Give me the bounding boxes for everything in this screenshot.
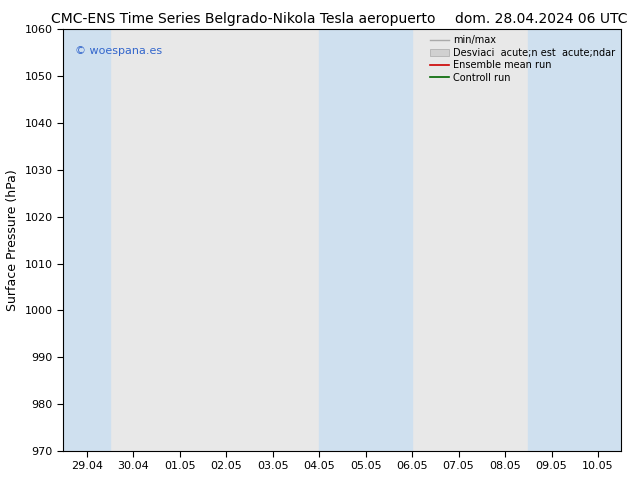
Text: dom. 28.04.2024 06 UTC: dom. 28.04.2024 06 UTC (455, 12, 628, 26)
Bar (63, 29, 110, 451)
Bar (319, 29, 412, 451)
Y-axis label: Surface Pressure (hPa): Surface Pressure (hPa) (6, 169, 19, 311)
Legend: min/max, Desviaci  acute;n est  acute;ndar, Ensemble mean run, Controll run: min/max, Desviaci acute;n est acute;ndar… (426, 31, 619, 86)
Bar (528, 29, 621, 451)
Text: CMC-ENS Time Series Belgrado-Nikola Tesla aeropuerto: CMC-ENS Time Series Belgrado-Nikola Tesl… (51, 12, 435, 26)
Text: © woespana.es: © woespana.es (75, 46, 162, 56)
